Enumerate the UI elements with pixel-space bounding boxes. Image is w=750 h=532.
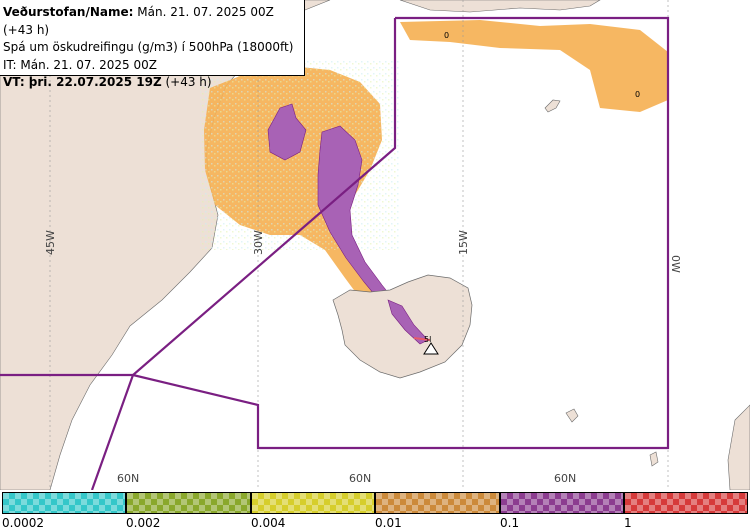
issuer-label: Veðurstofan/Name: — [3, 5, 134, 19]
legend-label-6: 1 — [624, 516, 632, 530]
meridian-label-45w: 45W — [44, 230, 57, 255]
meridian-label-0w: 0W — [669, 255, 682, 273]
legend-swatch-6 — [624, 492, 748, 514]
legend-swatch-3 — [251, 492, 375, 514]
info-line-issue-time: IT: Mán. 21. 07. 2025 00Z — [3, 57, 157, 72]
legend-swatch-4 — [375, 492, 500, 514]
faroe-islands — [565, 408, 579, 423]
ash-plume-over-iceland — [387, 299, 429, 345]
legend-swatch-5 — [500, 492, 624, 514]
legend-label-1: 0.0002 — [2, 516, 44, 530]
parallel-label-60n-3: 60N — [554, 472, 576, 485]
contour-label-2: 0 — [635, 90, 640, 99]
ash-cloud-high-north — [267, 103, 307, 161]
concentration-legend: 0.0002 0.002 0.004 0.01 0.1 1 — [0, 490, 750, 532]
legend-label-4: 0.01 — [375, 516, 402, 530]
meridian-label-30w: 30W — [252, 230, 265, 255]
ash-speckle-fringe — [200, 60, 400, 250]
shetland-islands — [649, 451, 659, 467]
jan-mayen-island — [544, 99, 561, 113]
ash-dispersion-map[interactable]: 5l 45W 30W 15W 0W 60N 60N 60N 0 0 — [0, 0, 750, 490]
meridian-label-15w: 15W — [457, 230, 470, 255]
contour-label-1: 0 — [444, 31, 449, 40]
fir-boundary — [0, 16, 670, 490]
info-line-product: Spá um öskudreifingu (g/m3) í 500hPa (18… — [3, 40, 294, 54]
ash-core — [413, 337, 431, 341]
legend-label-5: 0.1 — [500, 516, 520, 530]
legend-swatch-1 — [2, 492, 126, 514]
island-north — [399, 0, 601, 13]
volcano-label: 5l — [424, 335, 431, 344]
info-line-issuer: Veðurstofan/Name: Mán. 21. 07. 2025 00Z … — [3, 4, 301, 39]
valid-time-label: VT: þri. 22.07.2025 19Z — [3, 75, 162, 89]
issuer-value: Mán. 21. 07. 2025 00Z (+43 h) — [3, 5, 274, 37]
forecast-info-box: Veðurstofan/Name: Mán. 21. 07. 2025 00Z … — [0, 0, 305, 89]
legend-label-3: 0.004 — [251, 516, 286, 530]
info-line-valid-time: VT: þri. 22.07.2025 19Z (+43 h) — [3, 74, 301, 92]
ash-cloud-north — [400, 20, 668, 112]
volcano-marker[interactable] — [423, 342, 439, 355]
legend-label-2: 0.002 — [126, 516, 161, 530]
parallel-label-60n-1: 60N — [117, 472, 139, 485]
scandinavia-coast — [727, 404, 750, 490]
legend-swatch-2 — [126, 492, 251, 514]
parallel-label-60n-2: 60N — [349, 472, 371, 485]
valid-time-offset: (+43 h) — [165, 75, 212, 89]
